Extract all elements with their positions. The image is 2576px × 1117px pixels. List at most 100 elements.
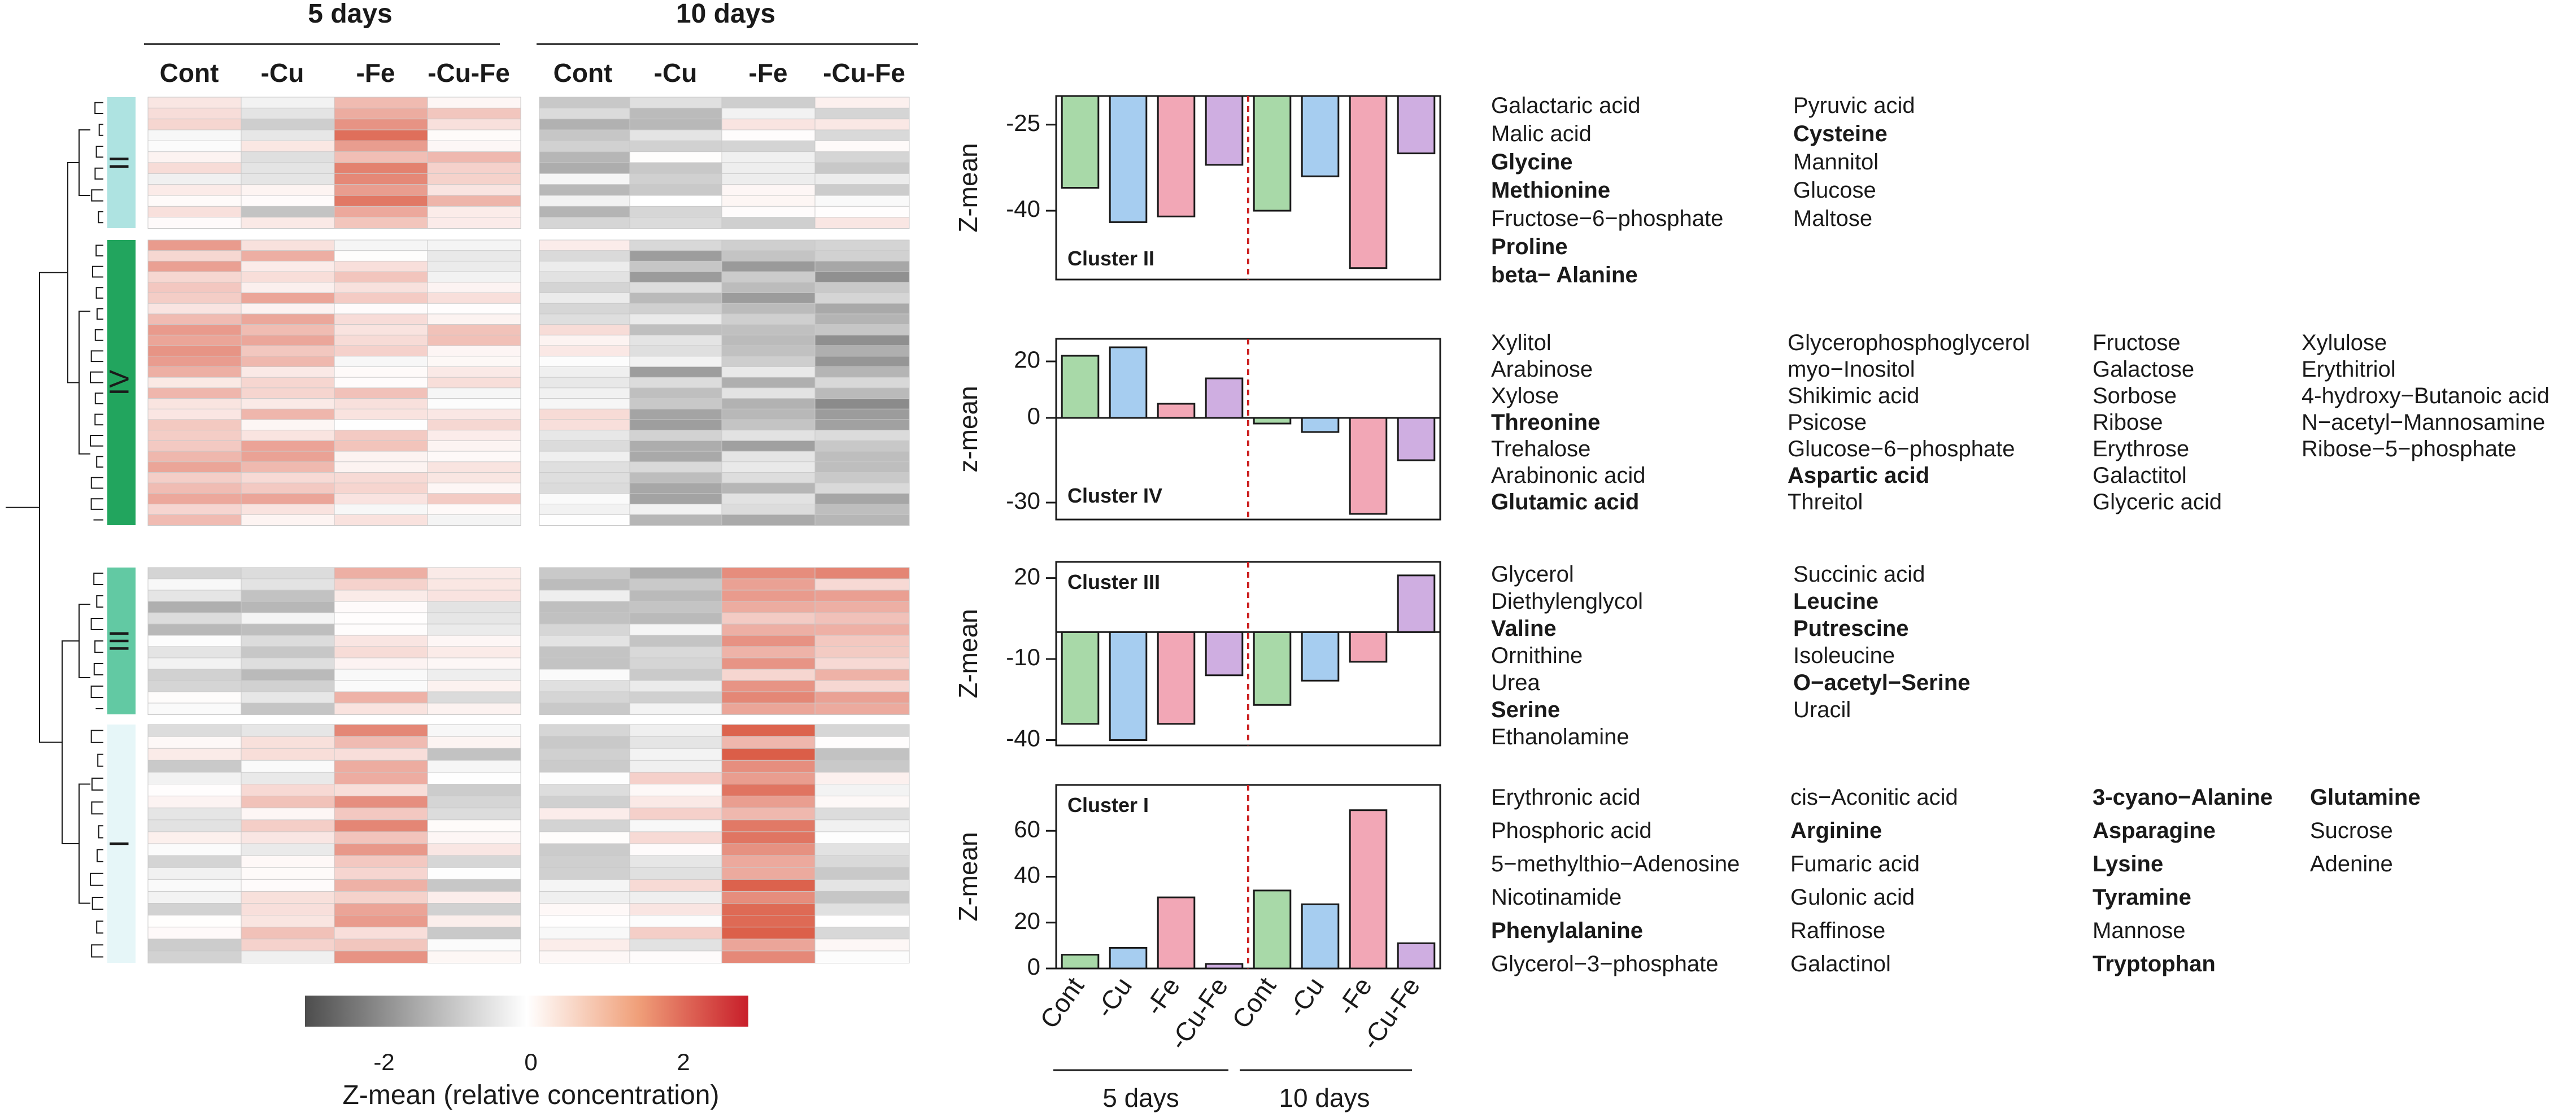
heatmap-cell bbox=[539, 408, 630, 420]
heatmap-cell bbox=[427, 691, 521, 704]
heatmap-cell bbox=[721, 771, 816, 785]
heatmap-cell bbox=[721, 760, 816, 773]
heatmap-cell bbox=[241, 250, 335, 262]
heatmap-cell bbox=[629, 345, 722, 357]
heatmap-cell bbox=[629, 514, 722, 526]
heatmap-cell bbox=[629, 239, 722, 251]
heatmap-cell bbox=[147, 927, 242, 940]
heatmap-cell bbox=[241, 107, 335, 120]
heatmap-cell bbox=[334, 250, 428, 262]
heatmap-cell bbox=[427, 623, 521, 636]
heatmap-cell bbox=[539, 260, 630, 273]
heatmap-cell bbox=[334, 601, 428, 613]
dendrogram-branch bbox=[39, 272, 68, 743]
bar bbox=[1349, 809, 1388, 970]
cluster-bar bbox=[107, 725, 136, 963]
heatmap-cell bbox=[427, 831, 521, 845]
heatmap-cell bbox=[814, 334, 910, 347]
heatmap-cell bbox=[427, 282, 521, 294]
heatmap-cell bbox=[147, 748, 242, 761]
heatmap-cell bbox=[629, 430, 722, 442]
heatmap-cell bbox=[629, 217, 722, 229]
heatmap-cell bbox=[427, 293, 521, 304]
heatmap-cell bbox=[629, 151, 722, 164]
heatmap-cell bbox=[629, 107, 722, 120]
y-axis-label: Z-mean bbox=[953, 609, 983, 698]
dendrogram-branch bbox=[98, 211, 103, 224]
heatmap-cell bbox=[334, 151, 428, 164]
heatmap-cell bbox=[721, 724, 816, 738]
metabolite-name: Glycine bbox=[1491, 150, 1573, 174]
heatmap-cell bbox=[334, 482, 428, 494]
heatmap-cell bbox=[147, 867, 242, 880]
colorbar-label: Z-mean (relative concentration) bbox=[343, 1080, 720, 1110]
heatmap-cell bbox=[539, 293, 630, 304]
heatmap-cell bbox=[814, 356, 910, 368]
heatmap-cell bbox=[814, 669, 910, 681]
heatmap-cell bbox=[721, 451, 816, 462]
heatmap-cell bbox=[147, 601, 242, 613]
heatmap-cell bbox=[147, 891, 242, 904]
heatmap-cell bbox=[147, 293, 242, 304]
heatmap-cell bbox=[721, 387, 816, 399]
heatmap-cell bbox=[629, 724, 722, 738]
dendrogram-branch bbox=[91, 801, 103, 815]
heatmap-cell bbox=[721, 151, 816, 164]
cluster-label: IV bbox=[105, 370, 135, 395]
y-tick-label: 60 bbox=[1014, 815, 1040, 842]
heatmap-cell bbox=[427, 260, 521, 273]
cluster-label: III bbox=[105, 630, 135, 652]
heatmap-cell bbox=[427, 398, 521, 410]
heatmap-cell bbox=[814, 97, 910, 109]
heatmap-cell bbox=[241, 927, 335, 940]
metabolite-name: Pyruvic acid bbox=[1793, 93, 1915, 118]
heatmap-cell bbox=[814, 282, 910, 294]
metabolite-name: Diethylenglycol bbox=[1491, 589, 1643, 614]
heatmap-cell bbox=[147, 184, 242, 197]
heatmap-cell bbox=[241, 819, 335, 832]
heatmap-cell bbox=[147, 408, 242, 420]
metabolite-name: Ribose−5−phosphate bbox=[2302, 437, 2516, 461]
heatmap-cell bbox=[334, 107, 428, 120]
heatmap-cell bbox=[721, 140, 816, 152]
dendrogram-branch bbox=[62, 640, 79, 844]
bar bbox=[1157, 95, 1196, 217]
dendrogram-branch bbox=[90, 371, 103, 383]
metabolite-name: Glucose−6−phosphate bbox=[1788, 437, 2015, 461]
heatmap-cell bbox=[721, 107, 816, 120]
heatmap-cell bbox=[814, 578, 910, 591]
heatmap-col-header: -Fe bbox=[749, 58, 788, 88]
heatmap-cell bbox=[629, 97, 722, 109]
heatmap-cell bbox=[241, 635, 335, 647]
heatmap-cell bbox=[629, 356, 722, 368]
heatmap-cell bbox=[147, 472, 242, 484]
heatmap-cell bbox=[629, 927, 722, 940]
heatmap-cell bbox=[147, 195, 242, 207]
heatmap-cell bbox=[814, 612, 910, 625]
bar bbox=[1397, 942, 1436, 970]
metabolite-name: Trehalose bbox=[1491, 437, 1590, 461]
heatmap-cell bbox=[814, 408, 910, 420]
heatmap-cell bbox=[241, 504, 335, 516]
heatmap-cell bbox=[721, 669, 816, 681]
heatmap-cell bbox=[427, 334, 521, 347]
heatmap-cell bbox=[539, 567, 630, 579]
metabolite-name: Valine bbox=[1491, 616, 1557, 641]
heatmap-cell bbox=[721, 356, 816, 368]
heatmap-cell bbox=[539, 345, 630, 357]
heatmap-cell bbox=[334, 293, 428, 304]
metabolite-name: Nicotinamide bbox=[1491, 885, 1622, 910]
heatmap-cell bbox=[241, 831, 335, 845]
y-tick-label: 40 bbox=[1014, 862, 1040, 888]
heatmap-cell bbox=[241, 891, 335, 904]
bar bbox=[1301, 417, 1340, 433]
dendrogram-branch bbox=[95, 245, 103, 257]
heatmap-cell bbox=[721, 260, 816, 273]
heatmap-cell bbox=[721, 903, 816, 916]
heatmap-cell bbox=[427, 97, 521, 109]
dendrogram-branch bbox=[91, 944, 103, 958]
heatmap-cell bbox=[427, 504, 521, 516]
heatmap-cell bbox=[334, 504, 428, 516]
heatmap-cell bbox=[147, 451, 242, 462]
heatmap-cell bbox=[629, 493, 722, 505]
